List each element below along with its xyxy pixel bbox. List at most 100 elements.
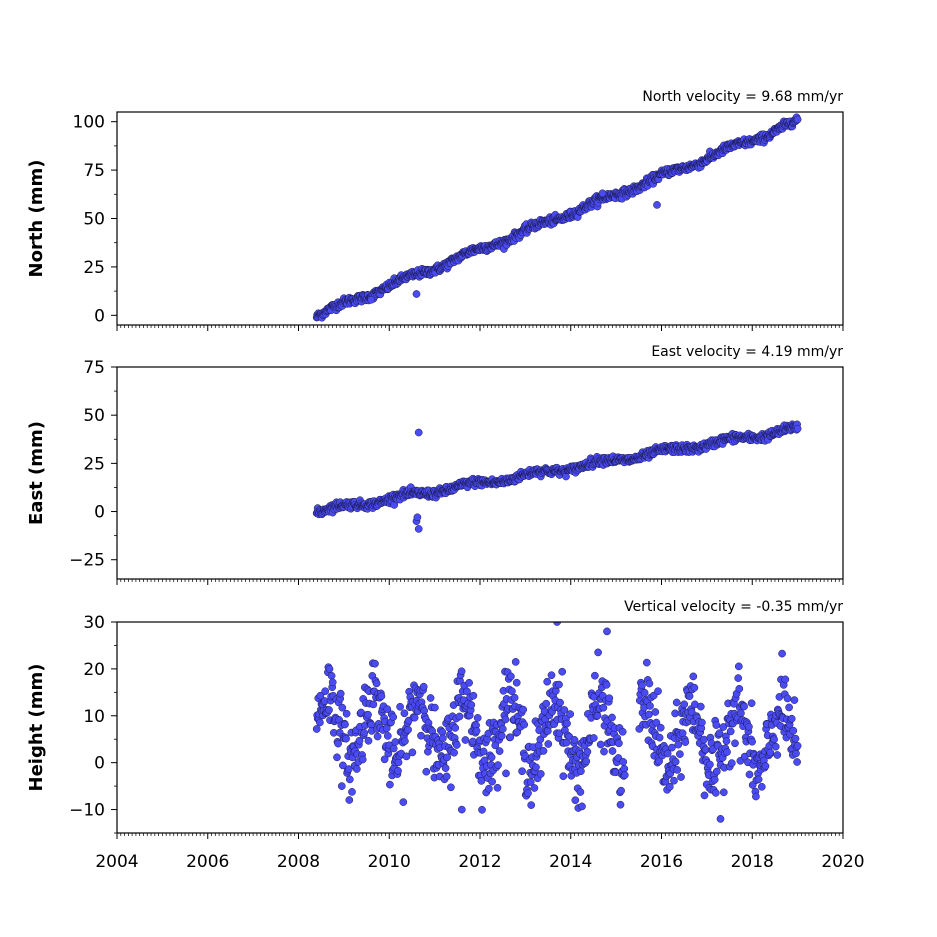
data-point [712, 721, 721, 729]
data-point [690, 683, 699, 692]
data-point [383, 705, 392, 713]
data-point [431, 703, 439, 712]
data-point [419, 682, 428, 691]
data-point [745, 770, 754, 779]
data-point [519, 705, 528, 714]
data-point [577, 767, 585, 776]
data-point [700, 791, 709, 800]
data-point [506, 733, 515, 742]
data-point [793, 758, 801, 766]
data-point [338, 703, 347, 712]
data-point [789, 726, 798, 735]
data-point [674, 740, 683, 749]
data-point [450, 748, 458, 757]
data-point [469, 691, 478, 700]
data-point [726, 727, 735, 736]
y-tick-label: 10 [83, 707, 105, 727]
data-point [325, 665, 334, 673]
data-point [654, 687, 662, 696]
data-point [778, 649, 786, 658]
data-point [485, 784, 493, 793]
data-point [389, 713, 398, 721]
data-point [360, 728, 369, 737]
data-point [619, 758, 628, 766]
data-point [617, 786, 625, 795]
data-point [547, 671, 556, 680]
data-point [771, 742, 780, 751]
data-point [348, 788, 356, 796]
data-point [747, 699, 756, 708]
data-point [737, 709, 745, 718]
x-tick-label: 2018 [731, 852, 774, 872]
data-point [408, 748, 417, 757]
y-tick-label: 30 [83, 613, 105, 633]
data-point [556, 698, 564, 707]
data-point [316, 718, 324, 727]
data-point [377, 692, 386, 701]
data-point [542, 699, 551, 708]
data-point [596, 740, 605, 749]
data-point [355, 736, 364, 745]
data-point [412, 290, 421, 298]
data-point [605, 694, 614, 703]
data-point [414, 428, 423, 437]
data-point [345, 796, 354, 804]
data-point [600, 747, 608, 756]
data-point [530, 784, 539, 792]
data-point [563, 719, 571, 728]
data-point [681, 738, 690, 746]
data-point [520, 720, 529, 729]
data-point [443, 753, 452, 762]
y-tick-label: 75 [83, 161, 105, 181]
x-tick-label: 2012 [458, 852, 501, 872]
data-point [501, 715, 510, 724]
x-tick-label: 2006 [186, 852, 229, 872]
data-point [386, 780, 394, 789]
data-point [665, 782, 674, 791]
data-point [757, 782, 766, 791]
plot-frame [116, 621, 844, 834]
data-point [327, 671, 336, 680]
data-point [754, 775, 763, 784]
velocity-label: Vertical velocity = -0.35 mm/yr [624, 599, 843, 615]
panel-0: 0 25 50 75 100 North velocity = 9.68 mm/yr Nor… [26, 89, 844, 331]
data-point [734, 674, 743, 682]
data-point [333, 753, 341, 762]
data-point [700, 735, 708, 744]
data-point [615, 739, 623, 748]
data-point [400, 709, 409, 718]
data-point [339, 761, 347, 770]
data-point [680, 700, 689, 709]
data-point [451, 724, 460, 732]
data-point [394, 766, 402, 775]
data-point [655, 733, 664, 742]
data-point [372, 679, 381, 688]
data-point [593, 711, 602, 720]
data-point [673, 766, 682, 774]
data-point [793, 424, 802, 433]
data-points [312, 113, 802, 322]
data-point [651, 708, 660, 716]
data-point [325, 706, 333, 714]
data-point [716, 815, 725, 823]
data-point [364, 710, 372, 719]
y-tick-label: −10 [69, 801, 105, 821]
data-point [727, 759, 736, 767]
data-point [616, 800, 625, 809]
y-tick-label: −25 [69, 551, 105, 571]
data-point [783, 694, 792, 703]
data-point [532, 763, 540, 772]
data-points [312, 622, 802, 823]
y-axis-label: East (mm) [26, 421, 47, 525]
data-point [790, 696, 799, 704]
data-point [570, 736, 579, 744]
y-axis-label: Height (mm) [26, 664, 47, 792]
data-point [477, 777, 486, 785]
data-point [321, 687, 330, 696]
data-point [544, 740, 553, 748]
x-tick-label: 2010 [368, 852, 411, 872]
data-point [394, 758, 403, 767]
data-point [591, 671, 599, 680]
y-tick-label: 0 [94, 503, 105, 523]
